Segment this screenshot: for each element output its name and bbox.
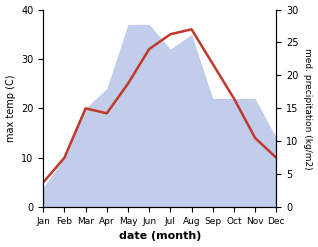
X-axis label: date (month): date (month) <box>119 231 201 242</box>
Y-axis label: med. precipitation (kg/m2): med. precipitation (kg/m2) <box>303 48 313 169</box>
Y-axis label: max temp (C): max temp (C) <box>5 75 16 142</box>
